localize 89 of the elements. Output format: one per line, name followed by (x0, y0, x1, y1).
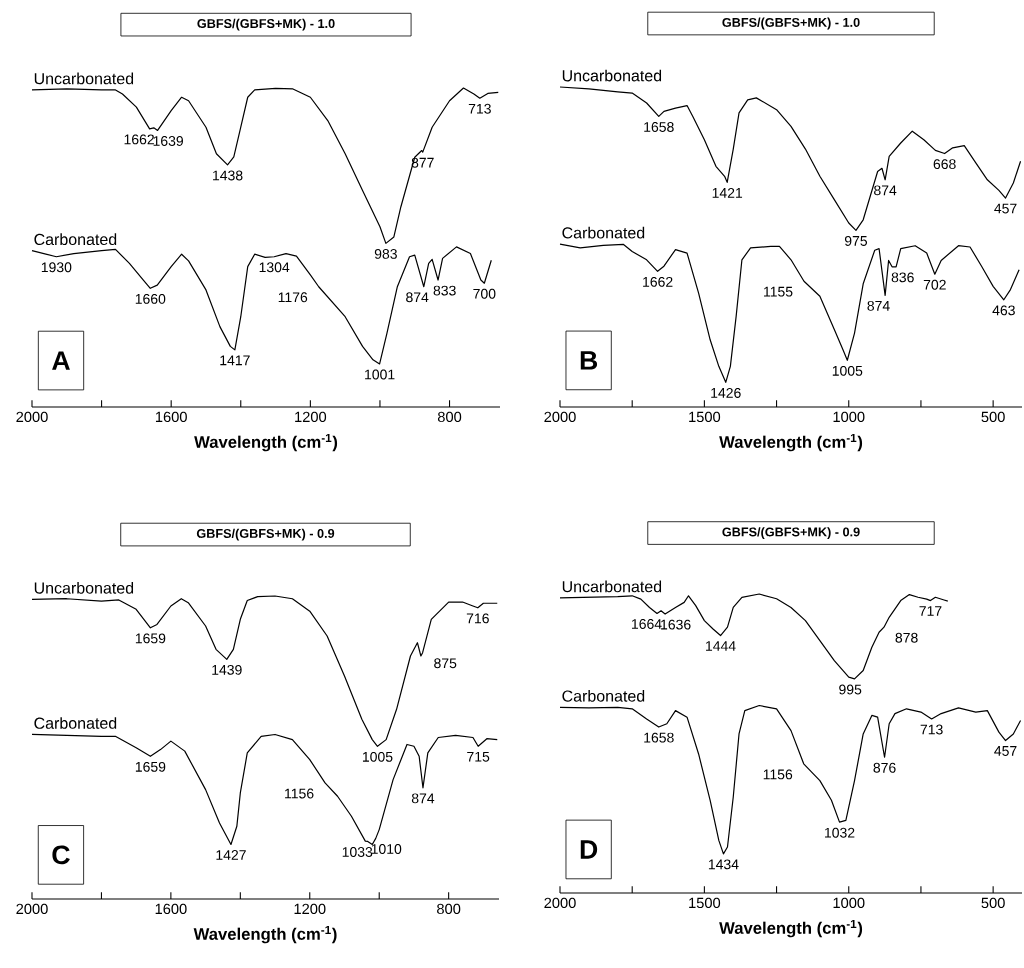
annotation: 876 (873, 762, 896, 773)
annotation: 875 (434, 658, 457, 669)
annotation: 995 (839, 684, 862, 695)
annotation: B (580, 351, 598, 370)
series-label: Carbonated (562, 226, 645, 239)
x-tick-label: 2000 (16, 903, 48, 915)
annotation: 983 (374, 248, 397, 259)
annotation: 874 (411, 793, 435, 804)
annotation: 1417 (220, 355, 250, 366)
annotation: 1156 (285, 788, 314, 799)
annotation: 1155 (764, 286, 793, 297)
annotation: 975 (844, 235, 868, 246)
series-label: Uncarbonated (34, 72, 134, 85)
annotation: 1426 (711, 387, 741, 398)
annotation: 874 (874, 185, 897, 196)
series-label: Uncarbonated (562, 69, 662, 82)
annotation: 878 (895, 632, 918, 643)
x-tick-label: 1600 (155, 903, 187, 915)
x-tick-label: 2000 (16, 411, 48, 423)
annotation: 1660 (135, 293, 166, 304)
annotation: 1421 (712, 187, 743, 198)
annotation: 1439 (212, 664, 242, 675)
series-label: Uncarbonated (562, 580, 662, 593)
annotation: 716 (466, 613, 489, 624)
annotation: 874 (406, 292, 429, 303)
x-tick-label: 1500 (689, 411, 721, 423)
annotation: 1658 (644, 732, 674, 743)
x-tick-label: 1600 (155, 411, 187, 423)
annotation: 1930 (41, 262, 72, 273)
annotation: 1427 (216, 850, 246, 860)
annotation: 457 (994, 746, 1017, 756)
annotation: 1636 (661, 619, 691, 630)
x-tick-label: 500 (981, 897, 1005, 909)
x-axis-title: Wavelength (cm$^{-1}$) (194, 433, 338, 452)
x-tick-label: 800 (437, 411, 462, 423)
annotation: 1658 (644, 122, 674, 132)
annotation: D (580, 840, 598, 859)
x-tick-label: 800 (437, 903, 461, 915)
annotation: 1001 (365, 369, 395, 380)
series-label: Carbonated (562, 689, 645, 702)
annotation: 713 (920, 724, 943, 735)
annotation: 1005 (362, 751, 393, 762)
x-tick-label: 1500 (689, 897, 721, 909)
x-axis-title: Wavelength (cm$^{-1}$) (193, 925, 337, 944)
annotation: A (52, 351, 70, 370)
annotation: 1659 (135, 633, 166, 644)
x-tick-label: 1200 (294, 903, 326, 915)
x-tick-label: 2000 (544, 897, 576, 909)
annotation: 457 (994, 203, 1017, 214)
chart-title: GBFS/(GBFS+MK) - 1.0 (197, 18, 335, 31)
annotation: 702 (923, 279, 946, 290)
annotation: 1156 (763, 769, 793, 780)
series-label: Carbonated (34, 233, 117, 246)
annotation: 1434 (708, 859, 739, 870)
annotation: 1664 (632, 619, 662, 629)
x-tick-label: 1200 (295, 411, 327, 423)
annotation: 874 (867, 300, 890, 311)
annotation: C (52, 845, 70, 865)
annotation: 715 (467, 751, 490, 762)
chart-title: GBFS/(GBFS+MK) - 0.9 (722, 527, 860, 539)
x-tick-label: 1000 (833, 411, 865, 423)
annotation: 1438 (213, 170, 243, 181)
annotation: 1304 (259, 262, 290, 273)
annotation: 713 (468, 103, 491, 114)
annotation: 833 (433, 285, 456, 296)
annotation: 700 (473, 288, 496, 299)
x-axis-title: Wavelength (cm$^{-1}$) (719, 919, 863, 938)
annotation: 1639 (153, 136, 183, 146)
annotation: 1176 (278, 292, 308, 303)
x-axis-title: Wavelength (cm$^{-1}$) (719, 433, 863, 452)
annotation: 1662 (643, 276, 673, 287)
annotation: 717 (919, 606, 942, 616)
series-label: Carbonated (34, 717, 117, 729)
x-tick-label: 500 (981, 411, 1005, 423)
annotation: 1010 (371, 844, 402, 854)
annotation: 1032 (825, 827, 855, 838)
annotation: 1662 (124, 134, 154, 145)
annotation: 1659 (135, 761, 166, 772)
annotation: 1444 (706, 641, 736, 651)
annotation: 668 (933, 159, 956, 170)
x-tick-label: 1000 (833, 897, 865, 909)
annotation: 463 (992, 305, 1015, 316)
annotation: 1005 (832, 365, 863, 376)
series-label: Uncarbonated (34, 581, 134, 594)
annotation: 836 (891, 272, 914, 283)
annotation: 1033 (342, 847, 373, 857)
x-tick-label: 2000 (544, 411, 576, 423)
chart-title: GBFS/(GBFS+MK) - 1.0 (722, 17, 860, 30)
chart-title: GBFS/(GBFS+MK) - 0.9 (196, 528, 335, 541)
